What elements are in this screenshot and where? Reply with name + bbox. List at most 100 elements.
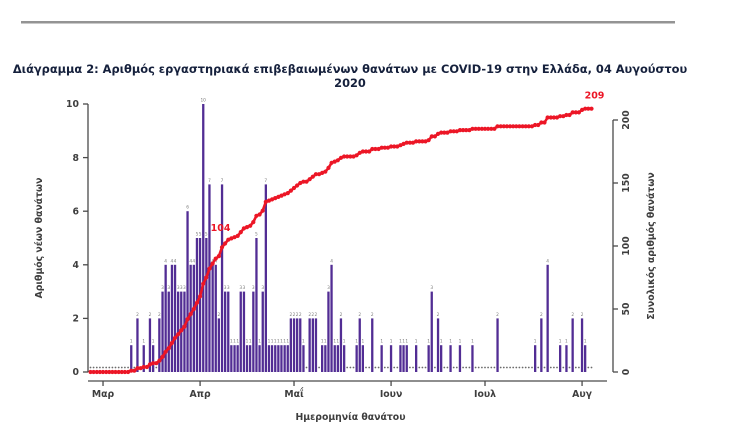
- zero-marker: [455, 366, 458, 369]
- bar-count-label: 7: [221, 178, 224, 184]
- zero-marker: [368, 366, 371, 369]
- zero-marker: [468, 366, 471, 369]
- y-right-tick-label: 200: [621, 110, 632, 130]
- zero-marker: [537, 366, 540, 369]
- zero-marker: [556, 366, 558, 369]
- zero-marker: [155, 366, 158, 369]
- zero-marker: [133, 366, 136, 369]
- y-right-tick-label: 0: [621, 368, 632, 375]
- cumulative-point: [235, 233, 240, 238]
- cumulative-point: [160, 354, 165, 359]
- zero-marker: [387, 366, 389, 369]
- deaths-bar: [311, 318, 314, 372]
- cumulative-point: [548, 115, 553, 120]
- deaths-bar: [224, 291, 227, 372]
- deaths-bar: [296, 318, 299, 372]
- cumulative-point: [113, 369, 118, 375]
- bar-count-label: 2: [340, 312, 343, 318]
- deaths-bar: [580, 318, 584, 372]
- cumulative-point: [176, 332, 181, 337]
- deaths-bar: [233, 345, 236, 372]
- cumulative-point: [144, 364, 149, 370]
- cumulative-point: [420, 139, 425, 144]
- cumulative-point: [151, 361, 156, 366]
- cumulative-point: [188, 311, 193, 317]
- cumulative-point: [511, 124, 516, 129]
- deaths-bar: [336, 345, 339, 372]
- deaths-bar: [245, 345, 249, 372]
- y-right-tick-label: 100: [621, 236, 632, 256]
- bar-count-label: 1: [559, 339, 562, 345]
- cumulative-point: [154, 361, 159, 366]
- cumulative-point: [545, 115, 550, 120]
- bar-count-label: 1: [283, 339, 286, 345]
- y-left-tick-label: 4: [73, 260, 80, 271]
- bar-count-label: 4: [192, 258, 195, 264]
- deaths-bar: [255, 238, 258, 372]
- cumulative-point: [207, 266, 212, 271]
- cumulative-point: [457, 128, 463, 133]
- zero-marker: [117, 366, 120, 369]
- bar-count-label: 4: [546, 258, 549, 264]
- daily-deaths-bars: [130, 104, 587, 372]
- cumulative-point: [479, 126, 484, 131]
- cumulative-point: [492, 126, 497, 131]
- deaths-bar: [211, 264, 214, 372]
- deaths-bar: [220, 184, 224, 372]
- cumulative-point: [489, 126, 494, 131]
- cumulative-point: [172, 335, 178, 341]
- zero-marker: [521, 366, 524, 369]
- bar-count-label: 1: [362, 339, 365, 345]
- bar-count-label: 2: [371, 312, 374, 318]
- bar-count-label: 1: [286, 339, 289, 345]
- deaths-bar: [343, 345, 346, 372]
- cumulative-point: [210, 261, 215, 266]
- cumulative-point: [282, 192, 287, 197]
- deaths-bar: [405, 345, 408, 372]
- cumulative-point: [301, 179, 306, 184]
- cumulative-point: [508, 124, 513, 129]
- deaths-bar: [283, 345, 286, 372]
- bar-count-label: 1: [277, 339, 280, 345]
- cumulative-point: [129, 368, 134, 373]
- zero-marker: [499, 366, 502, 369]
- deaths-bar: [471, 345, 474, 372]
- deaths-bar: [167, 291, 170, 372]
- cumulative-point: [254, 213, 259, 218]
- cumulative-point: [379, 145, 384, 150]
- cumulative-point: [567, 112, 572, 118]
- zero-marker: [374, 366, 377, 369]
- deaths-bar: [308, 318, 311, 372]
- deaths-bar: [249, 345, 252, 372]
- cumulative-point: [223, 241, 228, 246]
- cumulative-point: [385, 145, 390, 150]
- bar-count-label: 1: [336, 339, 339, 345]
- cumulative-point: [439, 130, 444, 135]
- zero-marker: [92, 366, 95, 369]
- deaths-bar: [286, 345, 289, 372]
- bar-count-label: 1: [343, 339, 346, 345]
- bar-count-label: 2: [496, 312, 499, 318]
- cumulative-point: [169, 340, 174, 346]
- cumulative-point: [248, 223, 253, 228]
- zero-marker: [434, 366, 436, 369]
- bar-count-label: 1: [415, 339, 418, 345]
- deaths-bar: [380, 345, 383, 372]
- bar-count-label: 2: [581, 312, 584, 318]
- cumulative-point: [445, 130, 450, 135]
- deaths-bar: [242, 291, 246, 372]
- cumulative-point: [486, 126, 491, 131]
- bar-count-label: 1: [459, 339, 462, 345]
- zero-marker: [518, 366, 521, 369]
- cumulative-point: [435, 131, 441, 136]
- zero-marker: [349, 366, 352, 369]
- cumulative-point: [179, 328, 184, 333]
- deaths-bar: [292, 318, 296, 372]
- bar-value-labels: 1212123434433364455105744273311133113513…: [130, 98, 587, 345]
- cumulative-point: [273, 196, 278, 201]
- y-left-tick-label: 10: [66, 99, 79, 110]
- deaths-bar: [358, 318, 361, 372]
- x-month-tick-label: Απρ: [189, 389, 211, 400]
